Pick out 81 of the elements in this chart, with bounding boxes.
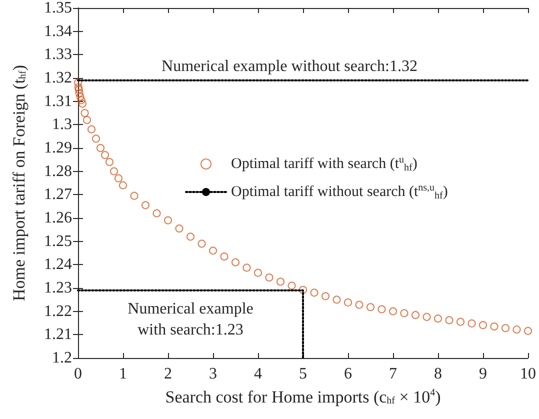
x-tick-label: 5 (299, 366, 307, 382)
point (75, 89, 84, 98)
point (101, 151, 109, 159)
x-tick-label: 10 (520, 366, 536, 382)
point (445, 316, 454, 324)
point (92, 134, 100, 143)
point (524, 326, 532, 335)
point (254, 268, 262, 277)
point (83, 116, 91, 124)
point (434, 314, 442, 323)
y-tick-label: 1.3 (52, 116, 72, 134)
y-tick-label: 1.21 (44, 326, 72, 344)
point (366, 303, 374, 312)
point (110, 167, 118, 176)
x-tick-label: 1 (119, 366, 127, 382)
point (80, 109, 89, 117)
y-tick-label: 1.23 (44, 280, 72, 296)
y-tick-label: 1.28 (44, 162, 72, 180)
x-tick-label: 4 (254, 366, 262, 382)
point (378, 305, 386, 314)
point (400, 309, 408, 318)
point (175, 224, 184, 232)
annotation: Numerical example without search:1.32 (162, 58, 418, 75)
point (412, 311, 420, 320)
point (276, 278, 284, 286)
point (152, 209, 161, 218)
x-tick-label: 8 (434, 366, 442, 382)
y-tick-label: 1.25 (44, 232, 72, 250)
point (242, 264, 251, 272)
y-tick-label: 1.33 (44, 46, 72, 64)
point (88, 125, 96, 134)
x-tick-label: 3 (209, 366, 217, 382)
point (344, 298, 352, 306)
point (76, 92, 84, 101)
x-tick-label: 6 (344, 366, 352, 382)
point (106, 158, 114, 166)
point (265, 274, 274, 282)
y-axis-title: Home import tariff on Foreign (thf) (10, 64, 28, 302)
y-tick-label: 1.34 (44, 22, 72, 40)
point (119, 181, 127, 190)
x-tick-label: 2 (164, 366, 172, 382)
y-tick-label: 1.2 (52, 350, 72, 366)
x-tick-label: 7 (389, 366, 397, 382)
point (422, 312, 431, 321)
point (74, 78, 82, 87)
y-tick-label: 1.29 (44, 140, 72, 156)
point (322, 292, 330, 300)
annotation: Numerical example with search:1.23 (128, 300, 254, 338)
y-tick-label: 1.35 (44, 0, 72, 16)
point (164, 216, 172, 224)
point (332, 296, 341, 304)
point (186, 232, 194, 241)
point (209, 246, 217, 255)
point (74, 83, 82, 92)
y-tick-label: 1.22 (44, 302, 72, 320)
point (220, 252, 228, 260)
x-tick-label: 0 (74, 366, 82, 382)
point (114, 174, 122, 182)
x-tick-label: 9 (479, 366, 487, 382)
point (232, 258, 240, 266)
y-tick-label: 1.24 (44, 256, 72, 274)
y-tick-label: 1.32 (44, 70, 72, 86)
y-tick-label: 1.27 (44, 186, 72, 204)
point (310, 288, 318, 297)
point (96, 144, 104, 152)
point (490, 322, 498, 330)
point (74, 86, 83, 94)
point (468, 319, 476, 328)
point (130, 192, 138, 200)
point (355, 300, 364, 309)
point (142, 201, 150, 210)
point (389, 307, 397, 316)
point (456, 318, 464, 326)
point (479, 321, 487, 330)
point (198, 240, 206, 248)
point (288, 282, 296, 290)
y-tick-label: 1.26 (44, 210, 72, 226)
point (502, 324, 510, 332)
y-tick-label: 1.31 (44, 92, 72, 110)
point (512, 326, 521, 334)
point (299, 286, 307, 294)
